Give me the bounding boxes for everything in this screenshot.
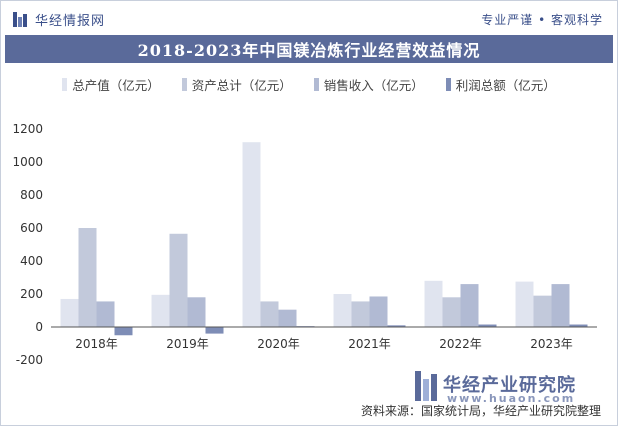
legend-label: 销售收入（亿元） — [323, 77, 424, 93]
watermark-title: 华经产业研究院 — [443, 375, 576, 396]
bar — [242, 142, 261, 327]
legend-label: 资产总计（亿元） — [191, 77, 292, 93]
bar — [278, 309, 297, 327]
x-tick-label: 2021年 — [348, 337, 391, 351]
bar — [424, 280, 443, 327]
bar — [114, 327, 133, 336]
bar — [169, 233, 188, 327]
legend-swatch — [62, 77, 68, 91]
bar — [205, 327, 224, 334]
bar — [569, 324, 588, 327]
bar — [369, 296, 388, 327]
y-tick-label: 1000 — [12, 155, 43, 169]
x-tick-label: 2020年 — [257, 337, 300, 351]
y-tick-label: 400 — [20, 254, 43, 268]
bar — [78, 228, 97, 327]
bar — [533, 295, 552, 327]
bar — [260, 301, 279, 327]
bar — [187, 297, 206, 327]
y-tick-label: 0 — [35, 320, 43, 334]
tagline: 专业严谨 • 客观科学 — [481, 13, 603, 27]
bar — [151, 294, 170, 327]
brand: 华经情报网 — [13, 10, 105, 29]
legend-swatch — [181, 77, 187, 91]
y-tick-label: 200 — [20, 287, 43, 301]
x-tick-label: 2022年 — [439, 337, 482, 351]
legend-item: 利润总额（亿元） — [445, 73, 556, 95]
brand-name: 华经情报网 — [35, 14, 106, 29]
legend-item: 销售收入（亿元） — [313, 73, 424, 95]
chart-title: 2018-2023年中国镁冶炼行业经营效益情况 — [137, 41, 481, 60]
bar — [478, 324, 497, 327]
bar — [60, 298, 79, 327]
x-tick-label: 2019年 — [166, 337, 209, 351]
brand-logo-icon — [13, 12, 29, 27]
bar — [351, 301, 370, 327]
y-tick-label: -200 — [16, 353, 43, 367]
bar — [96, 301, 115, 327]
x-tick-label: 2018年 — [75, 337, 118, 351]
x-tick-label: 2023年 — [530, 337, 573, 351]
source-note: 资料来源：国家统计局，华经产业研究院整理 — [360, 404, 601, 418]
bar — [333, 294, 352, 327]
bar — [387, 325, 406, 327]
bar — [515, 281, 534, 327]
legend-label: 利润总额（亿元） — [455, 77, 556, 93]
bar — [442, 297, 461, 327]
bar — [551, 284, 570, 327]
chart-legend: 总产值（亿元） 资产总计（亿元） 销售收入（亿元） 利润总额（亿元） — [1, 73, 617, 95]
y-tick-label: 800 — [20, 188, 43, 202]
legend-label: 总产值（亿元） — [72, 77, 160, 93]
title-bar: 2018-2023年中国镁冶炼行业经营效益情况 — [5, 35, 613, 63]
legend-swatch — [445, 77, 451, 91]
watermark-logo-icon — [415, 371, 437, 401]
legend-item: 资产总计（亿元） — [181, 73, 292, 95]
y-tick-label: 1200 — [12, 122, 43, 136]
watermark-url: www.huaon.com — [447, 392, 576, 405]
bar — [460, 284, 479, 327]
legend-swatch — [313, 77, 319, 91]
y-tick-label: 600 — [20, 221, 43, 235]
top-bar: 华经情报网 专业严谨 • 客观科学 — [1, 1, 617, 35]
legend-item: 总产值（亿元） — [62, 73, 160, 95]
